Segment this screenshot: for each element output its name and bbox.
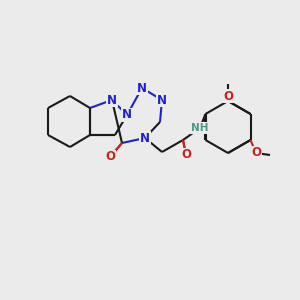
Text: N: N xyxy=(157,94,167,106)
Text: O: O xyxy=(105,151,115,164)
Text: N: N xyxy=(122,109,132,122)
Text: O: O xyxy=(251,146,261,160)
Text: O: O xyxy=(223,89,233,103)
Text: N: N xyxy=(107,94,117,106)
Text: N: N xyxy=(140,131,150,145)
Text: N: N xyxy=(137,82,147,94)
Text: NH: NH xyxy=(191,123,209,133)
Text: O: O xyxy=(181,148,191,161)
